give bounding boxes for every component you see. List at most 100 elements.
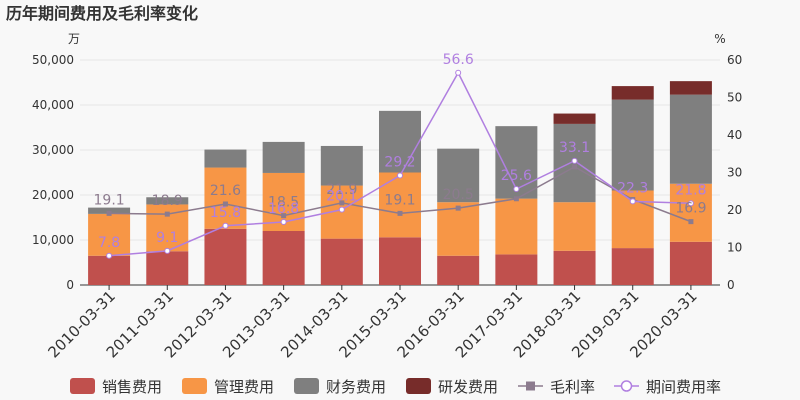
- line-point-marker: [455, 205, 461, 211]
- left-tick-label: 40,000: [32, 98, 74, 112]
- line-point-marker: [513, 196, 519, 202]
- line-point-label: 21.8: [675, 182, 706, 198]
- line-point-label: 16.9: [675, 201, 706, 217]
- bar-segment: [495, 254, 538, 285]
- legend-swatch: [70, 378, 95, 394]
- left-tick-label: 50,000: [32, 53, 74, 67]
- line-point-label: 20.1: [326, 189, 357, 205]
- bar-segment: [669, 81, 712, 95]
- bar-segment: [146, 251, 189, 285]
- point-labels-layer: 19.1 18.9 21.6 18.5 21.9 19.1 20.5 16.9 7.8 9.1 15…: [94, 52, 707, 251]
- line-point-marker: [629, 198, 636, 205]
- left-tick-label: 10,000: [32, 233, 74, 247]
- legend-marker: [620, 380, 633, 392]
- legend-swatch: [294, 378, 319, 394]
- legend-label: 研发费用: [438, 378, 498, 396]
- bar-segment: [611, 86, 654, 100]
- left-axis-ticks: 0 10,000 20,000 30,000 40,000 50,000: [32, 53, 74, 292]
- line-point-label: 21.6: [210, 183, 241, 199]
- right-tick-label: 10: [727, 241, 742, 255]
- line-point-label: 18.5: [268, 195, 299, 211]
- line-point-marker: [688, 219, 694, 225]
- bar-segment: [437, 148, 480, 203]
- line-point-label: 33.1: [559, 140, 590, 156]
- line-point-marker: [164, 211, 170, 217]
- right-tick-label: 30: [727, 166, 742, 180]
- line-point-label: 16.8: [268, 201, 299, 217]
- bar-segment: [611, 99, 654, 191]
- line-point-marker: [281, 213, 287, 219]
- right-tick-label: 50: [727, 91, 742, 105]
- line-point-marker: [222, 201, 228, 207]
- line-point-marker: [106, 252, 113, 259]
- bar-segment: [204, 228, 247, 285]
- bar-segment: [437, 255, 480, 285]
- right-axis-ticks: 0 10 20 30 40 50 60: [727, 53, 742, 292]
- line-point-label: 18.9: [152, 193, 183, 209]
- line-point-marker: [455, 69, 462, 76]
- x-axis-ticks: 2010-03-312011-03-312012-03-312013-03-31…: [45, 285, 701, 361]
- bar-segment: [204, 167, 247, 229]
- line-point-label: 19.1: [384, 192, 415, 208]
- bar-segment: [262, 231, 305, 285]
- line-point-marker: [164, 247, 171, 254]
- right-axis-unit: %: [714, 32, 725, 46]
- line-point-marker: [397, 172, 403, 179]
- left-tick-label: 30,000: [32, 143, 74, 157]
- line-point-label: 25.6: [501, 168, 532, 184]
- bar-segment: [379, 237, 421, 285]
- line-point-label: 9.1: [156, 230, 178, 246]
- legend-label: 毛利率: [550, 378, 595, 396]
- bar-segment: [553, 250, 596, 285]
- left-axis-unit: 万: [68, 32, 80, 46]
- bar-segment: [611, 248, 654, 285]
- bar-segment: [88, 255, 131, 285]
- line-point-marker: [687, 200, 694, 207]
- legend-label: 期间费用率: [646, 378, 721, 396]
- lines-layer: [106, 69, 694, 259]
- bar-segment: [495, 198, 538, 255]
- line-point-label: 21.9: [326, 182, 357, 198]
- line-point-marker: [339, 200, 345, 206]
- bar-segment: [320, 238, 363, 285]
- line-point-label: 56.6: [443, 52, 474, 68]
- line-point-label: 22.3: [617, 180, 648, 196]
- legend-marker: [526, 381, 535, 391]
- bar-segment: [88, 207, 131, 214]
- legend-label: 管理费用: [214, 378, 274, 396]
- bar-segment: [262, 141, 305, 173]
- legend-label: 财务费用: [326, 378, 386, 396]
- bar-segment: [204, 149, 247, 168]
- line-point-label: 19.1: [94, 192, 125, 208]
- line-point-label: 29.2: [384, 155, 415, 171]
- bar-segment: [669, 94, 712, 184]
- bar-segment: [437, 202, 480, 256]
- right-tick-label: 60: [727, 53, 742, 67]
- bar-segment: [146, 197, 189, 205]
- line-point-marker: [513, 186, 520, 192]
- left-tick-label: 20,000: [32, 188, 74, 202]
- bar-segment: [88, 213, 131, 256]
- right-tick-label: 40: [727, 128, 742, 142]
- legend: 销售费用 管理费用 财务费用 研发费用 毛利率 期间费用率: [70, 378, 721, 396]
- line-point-marker: [106, 210, 112, 216]
- legend-swatch: [182, 378, 207, 394]
- line-point-marker: [222, 222, 229, 229]
- bar-segment: [379, 110, 421, 173]
- right-tick-label: 20: [727, 203, 742, 217]
- bar-segment: [553, 113, 596, 124]
- legend-label: 销售费用: [102, 378, 162, 396]
- bar-segment: [320, 145, 363, 186]
- bar-segment: [669, 183, 712, 242]
- bar-segment: [669, 241, 712, 285]
- bar-segment: [553, 202, 596, 251]
- right-tick-label: 0: [727, 278, 735, 292]
- line-point-marker: [338, 206, 345, 213]
- line-point-label: 7.8: [98, 235, 120, 251]
- line-point-marker: [397, 210, 403, 216]
- left-tick-label: 0: [66, 278, 74, 292]
- line-point-label: 20.5: [443, 187, 474, 203]
- line-point-marker: [571, 157, 578, 164]
- legend-swatch: [406, 378, 431, 394]
